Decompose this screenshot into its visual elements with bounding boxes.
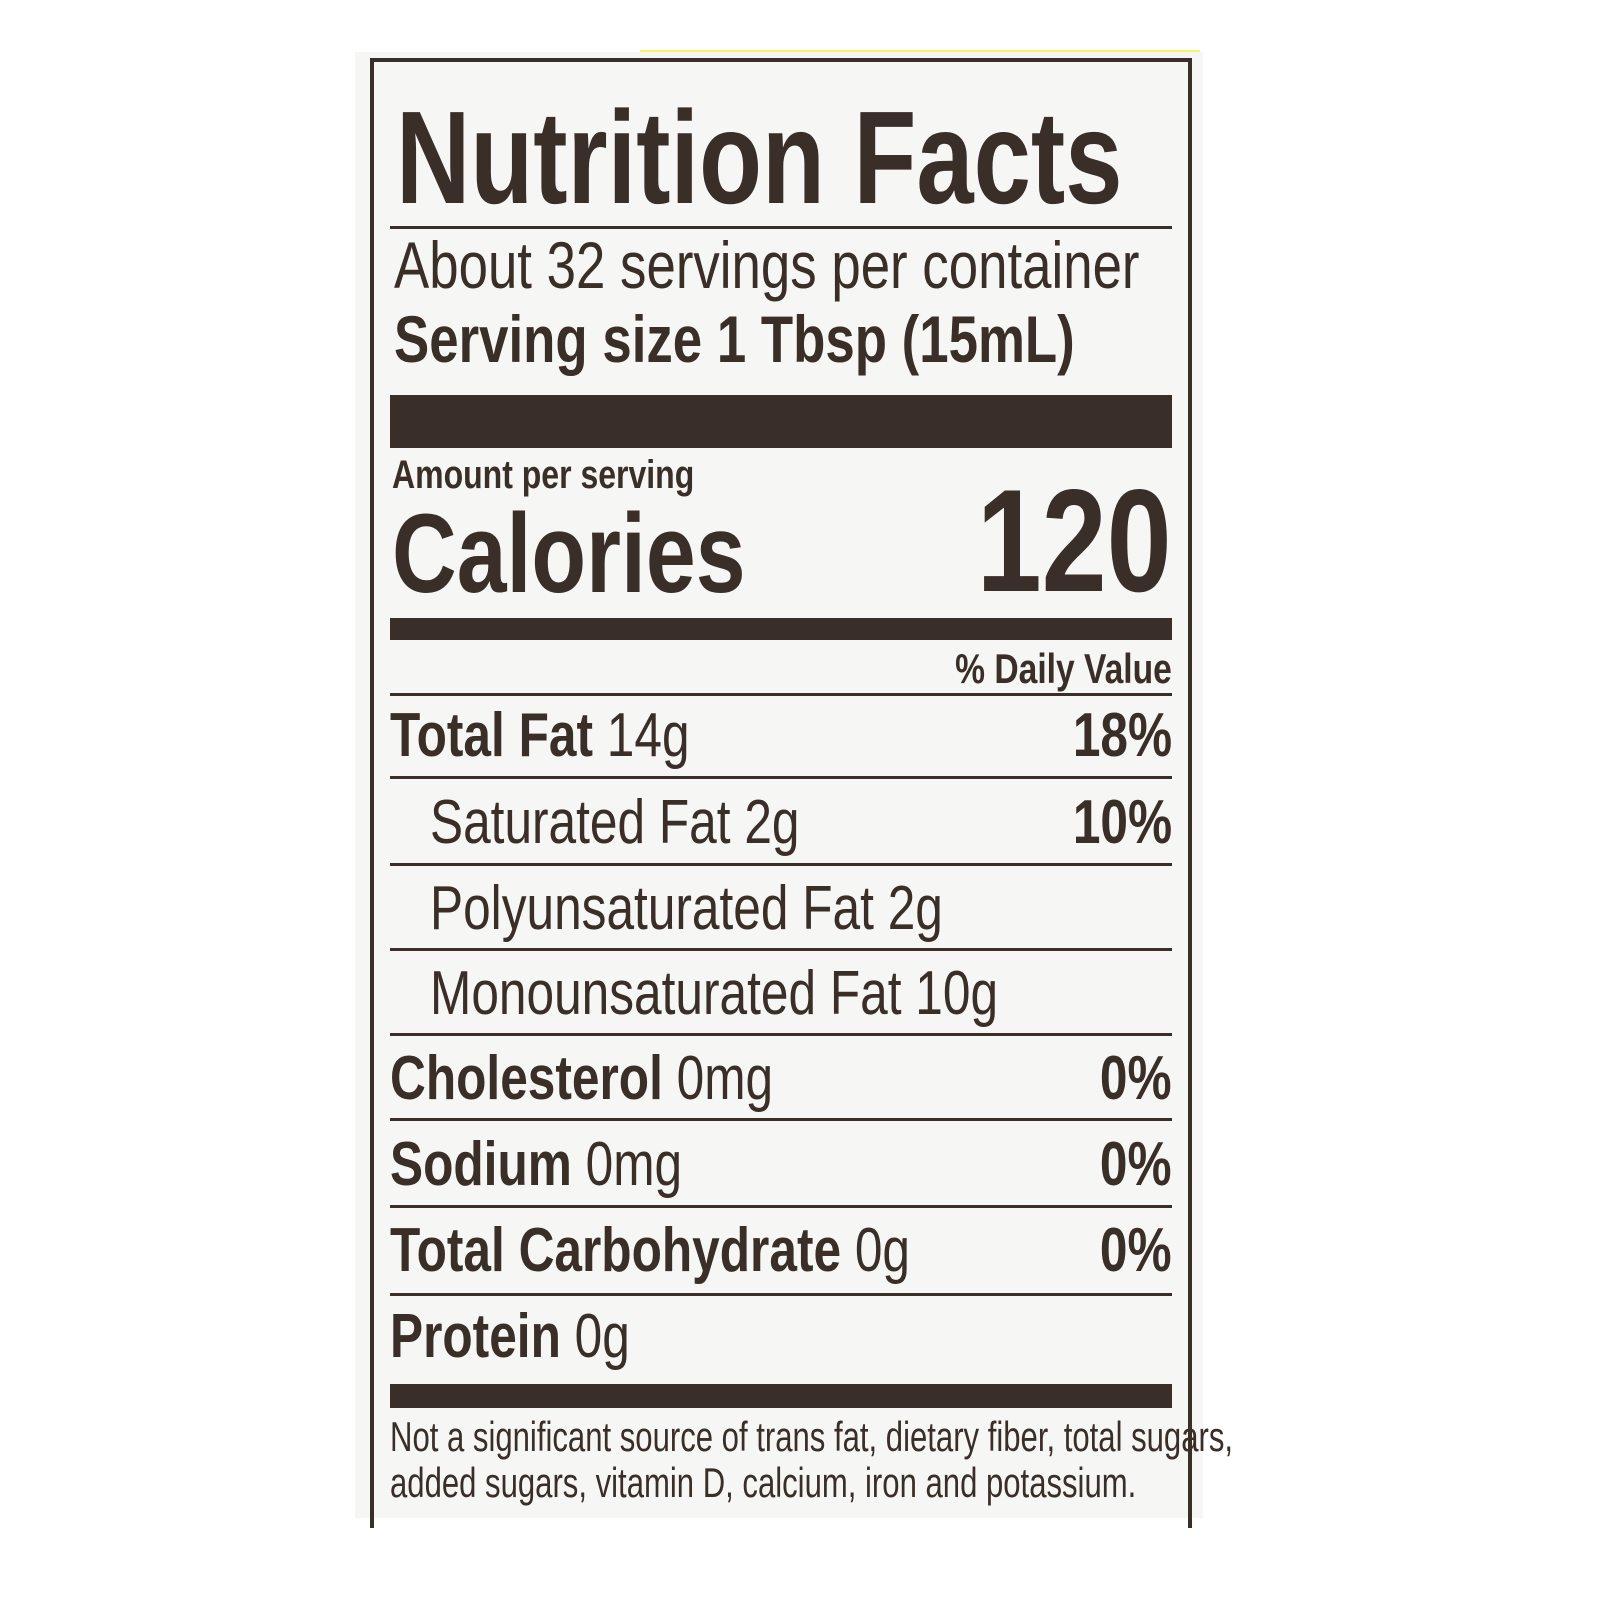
calories-value: 120 bbox=[977, 459, 1172, 622]
nutrient-amount: 14g bbox=[606, 701, 690, 770]
nutrient-name: Monounsaturated Fat bbox=[430, 959, 902, 1028]
footnote-line-2: added sugars, vitamin D, calcium, iron a… bbox=[390, 1459, 1137, 1506]
nutrient-name: Protein bbox=[390, 1302, 561, 1371]
nutrient-dv: 0% bbox=[1100, 1216, 1172, 1285]
divider-thick bbox=[390, 395, 1172, 448]
nutrient-row-monounsaturated-fat: Monounsaturated Fat 10g bbox=[430, 963, 998, 1025]
serving-size-label: Serving size bbox=[394, 302, 703, 376]
nutrient-dv: 0% bbox=[1100, 1130, 1172, 1199]
divider-thin bbox=[390, 948, 1172, 951]
divider-thin bbox=[390, 1205, 1172, 1208]
nutrient-amount: 0mg bbox=[676, 1044, 774, 1113]
nutrient-row-protein: Protein 0g bbox=[390, 1306, 630, 1368]
nutrient-row-sodium: Sodium 0mg bbox=[390, 1134, 682, 1196]
nutrient-amount: 2g bbox=[887, 874, 943, 943]
label-border bbox=[370, 58, 1192, 1528]
serving-size: Serving size 1 Tbsp (15mL) bbox=[394, 306, 1075, 372]
divider-thin bbox=[390, 776, 1172, 779]
servings-per-container: About 32 servings per container bbox=[394, 228, 1140, 302]
divider-thin bbox=[390, 1118, 1172, 1121]
nutrient-row-total-carbohydrate: Total Carbohydrate 0g bbox=[390, 1220, 910, 1282]
amount-per-serving: Amount per serving bbox=[392, 453, 695, 497]
nutrient-name: Polyunsaturated Fat bbox=[430, 874, 874, 943]
nutrition-facts-label: Nutrition Facts About 32 servings per co… bbox=[390, 0, 1233, 1600]
divider-medium bbox=[390, 1384, 1172, 1408]
nutrient-amount: 0mg bbox=[585, 1130, 683, 1199]
divider-thin bbox=[390, 863, 1172, 866]
nutrient-name: Cholesterol bbox=[390, 1044, 663, 1113]
nutrient-row-saturated-fat: Saturated Fat 2g bbox=[430, 792, 800, 854]
nutrient-dv: 0% bbox=[1100, 1044, 1172, 1113]
nutrient-dv: 18% bbox=[1072, 701, 1172, 770]
label-panel bbox=[355, 52, 1203, 1518]
divider-thin bbox=[390, 1293, 1172, 1296]
footnote-line-1: Not a significant source of trans fat, d… bbox=[390, 1413, 1234, 1460]
nutrient-name: Total Fat bbox=[390, 701, 593, 770]
nutrient-amount: 2g bbox=[744, 788, 800, 857]
nutrient-amount: 0g bbox=[854, 1216, 911, 1285]
nutrient-row-total-fat: Total Fat 14g bbox=[390, 705, 690, 767]
nutrient-amount: 10g bbox=[915, 959, 999, 1028]
nutrient-name: Total Carbohydrate bbox=[390, 1216, 842, 1285]
daily-value-header: % Daily Value bbox=[955, 645, 1172, 692]
serving-size-value: 1 Tbsp (15mL) bbox=[716, 302, 1075, 376]
divider-thin bbox=[390, 693, 1172, 696]
nutrient-name: Saturated Fat bbox=[430, 788, 731, 857]
nutrient-row-polyunsaturated-fat: Polyunsaturated Fat 2g bbox=[430, 878, 943, 940]
divider-thin bbox=[390, 1033, 1172, 1036]
nutrient-dv: 10% bbox=[1072, 788, 1172, 857]
calories-label: Calories bbox=[392, 491, 746, 616]
divider-medium bbox=[390, 618, 1172, 640]
label-title: Nutrition Facts bbox=[396, 84, 1123, 231]
nutrient-name: Sodium bbox=[390, 1130, 572, 1199]
nutrient-row-cholesterol: Cholesterol 0mg bbox=[390, 1048, 773, 1110]
divider-thin bbox=[390, 226, 1172, 229]
nutrient-amount: 0g bbox=[574, 1302, 630, 1371]
